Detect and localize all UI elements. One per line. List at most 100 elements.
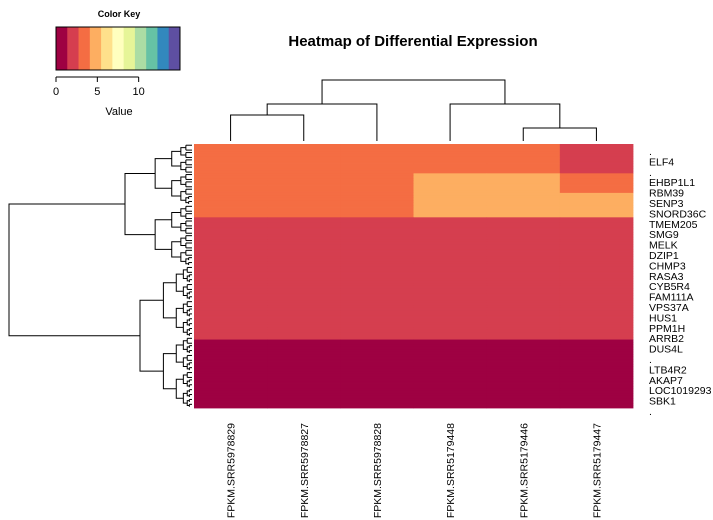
heatmap-cell [194, 244, 268, 248]
heatmap-cell [486, 146, 561, 150]
heatmap-cell [486, 249, 561, 252]
heatmap-cell [486, 161, 561, 164]
row-dendrogram-branch [186, 380, 190, 387]
heatmap-cell [194, 395, 268, 399]
heatmap-cell [194, 290, 268, 294]
heatmap-cell [559, 249, 634, 252]
heatmap-cell [267, 290, 341, 294]
heatmap-cell [486, 376, 561, 380]
column-dendrogram-branch [230, 114, 305, 141]
heatmap-cell [486, 366, 561, 370]
heatmap-cell [340, 349, 414, 353]
heatmap-cell [559, 246, 634, 250]
heatmap-cell [559, 290, 634, 294]
heatmap-cell [267, 378, 341, 382]
column-label: FPKM.SRR5179446 [518, 423, 530, 518]
heatmap-cell [559, 371, 634, 375]
row-labels: .ELF4.EHBP1L1RBM39SENP3SNORD36CTMEM205SM… [649, 146, 712, 418]
heatmap-cell [340, 378, 414, 382]
heatmap-cell [267, 388, 341, 392]
heatmap-cell [559, 320, 634, 323]
heatmap-cell [413, 180, 488, 184]
heatmap-cell [559, 359, 634, 362]
heatmap-cell [486, 261, 561, 265]
heatmap-cell [413, 232, 488, 235]
heatmap-cell [340, 251, 414, 255]
heatmap-cell [340, 173, 414, 177]
heatmap-cell [267, 381, 341, 384]
color-key-swatch [56, 27, 68, 70]
heatmap-cell [486, 312, 561, 316]
heatmap-cell [486, 202, 561, 206]
row-label: MELK [649, 240, 678, 252]
row-label: LOC1019293 [649, 385, 712, 397]
heatmap-cell [559, 278, 634, 282]
heatmap-cell [340, 395, 414, 399]
heatmap-cell [486, 188, 561, 191]
heatmap-cell [559, 229, 634, 233]
heatmap-cell [267, 251, 341, 255]
row-dendrogram-branch [154, 158, 172, 189]
heatmap-cell [413, 239, 488, 243]
heatmap-cell [267, 285, 341, 289]
row-dendrogram-branch [171, 150, 181, 167]
heatmap-cell [194, 251, 268, 255]
heatmap-cell [413, 368, 488, 372]
heatmap-cell [413, 300, 488, 304]
heatmap-cell [559, 349, 634, 353]
heatmap-cell [194, 210, 268, 213]
heatmap-cell [267, 393, 341, 397]
column-label: FPKM.SRR5978829 [226, 423, 238, 518]
heatmap-cell [413, 366, 488, 370]
heatmap-cell [413, 315, 488, 318]
heatmap-cell [194, 405, 268, 409]
heatmap-cell [486, 278, 561, 282]
heatmap-cell [486, 349, 561, 353]
heatmap-cell [486, 183, 561, 186]
row-dendrogram-branch [186, 400, 190, 407]
heatmap-cell [340, 166, 414, 169]
heatmap-cell [194, 188, 268, 191]
heatmap-cell [194, 219, 268, 223]
heatmap-cell [559, 266, 634, 270]
heatmap-cell [559, 381, 634, 384]
heatmap-cell [559, 390, 634, 394]
row-dendrogram-branch [175, 378, 184, 399]
heatmap-cell [194, 327, 268, 331]
heatmap-cell [486, 251, 561, 255]
row-dendrogram-branch [182, 286, 188, 297]
heatmap-cell [486, 246, 561, 250]
heatmap-cell [559, 376, 634, 380]
heatmap-cell [340, 195, 414, 199]
heatmap-cell [413, 161, 488, 164]
heatmap-cell [486, 285, 561, 289]
heatmap-cell [340, 158, 414, 162]
heatmap-cell [413, 288, 488, 292]
heatmap-cell [194, 190, 268, 194]
heatmap-cell [413, 398, 488, 402]
heatmap-cell [340, 268, 414, 272]
heatmap-cell [486, 344, 561, 348]
heatmap-cell [340, 342, 414, 345]
heatmap-cell [267, 298, 341, 301]
row-dendrogram-branch [139, 299, 164, 372]
heatmap-cell [267, 356, 341, 360]
heatmap-cell [486, 254, 561, 257]
heatmap-cell [559, 317, 634, 321]
heatmap-cell [559, 217, 634, 221]
heatmap-cell [194, 376, 268, 380]
heatmap-cell [340, 398, 414, 402]
heatmap-cell [267, 337, 341, 340]
heatmap-cell [559, 153, 634, 157]
heatmap-cell [267, 170, 341, 174]
heatmap-cell [486, 153, 561, 157]
heatmap-cell [486, 166, 561, 169]
heatmap-cell [486, 227, 561, 230]
heatmap-cell [267, 146, 341, 150]
heatmap-cell [559, 344, 634, 348]
heatmap-cell [413, 378, 488, 382]
heatmap-cell [340, 219, 414, 223]
heatmap-cell [194, 378, 268, 382]
heatmap-cell [559, 327, 634, 331]
heatmap-cell [267, 302, 341, 306]
